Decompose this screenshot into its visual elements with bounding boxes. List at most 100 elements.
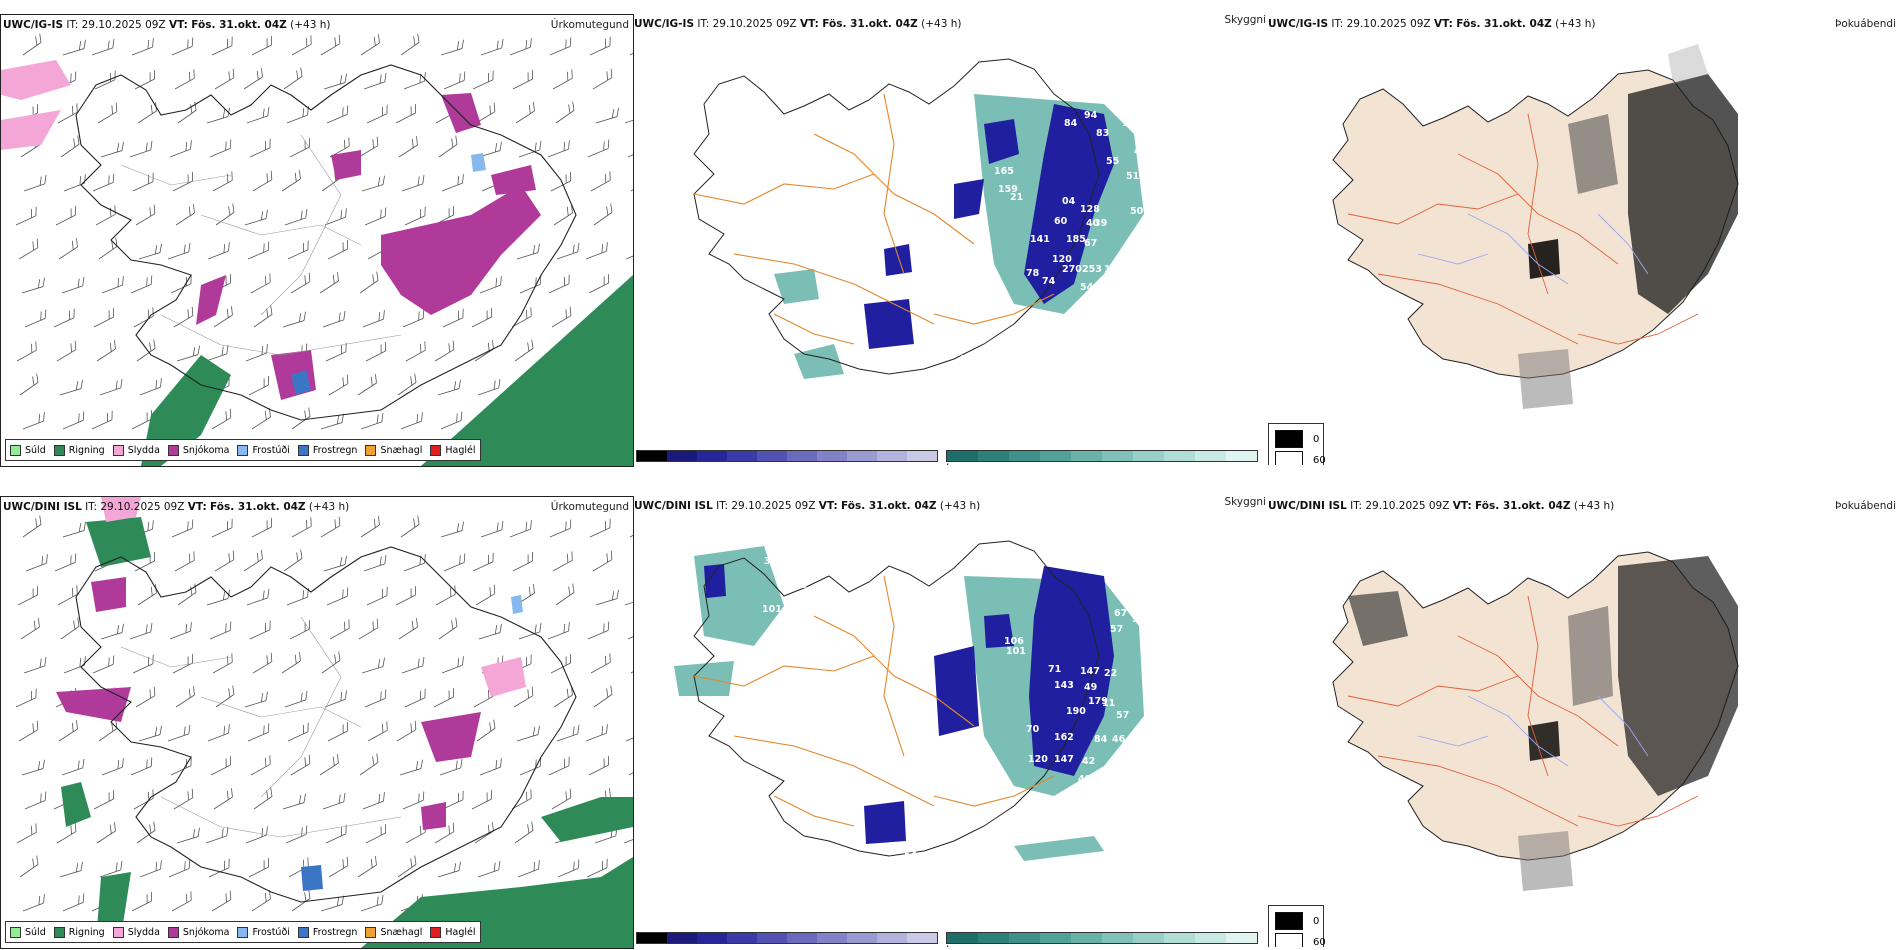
wind-barb — [509, 38, 532, 56]
wind-barb — [514, 339, 534, 362]
precip-area — [421, 802, 446, 830]
fog-black-label: 0 — [1313, 915, 1320, 927]
road-line — [883, 575, 905, 757]
wind-barb — [54, 553, 77, 572]
wind-barb — [590, 171, 611, 192]
precip-area — [56, 687, 131, 722]
precip-legend-label: Snjókoma — [182, 444, 230, 456]
precip-legend-swatch — [167, 444, 179, 456]
precip-legend: Súld Rigning Slydda Snjókoma Frostúði Frostre… — [5, 921, 481, 943]
wind-barb — [441, 656, 464, 674]
fog-area — [1528, 721, 1560, 761]
it-label: IT: — [66, 19, 79, 31]
cloudbase-area — [954, 179, 984, 219]
colorbar-tick: 6 — [1122, 945, 1130, 947]
vt-label: VT: — [799, 18, 819, 30]
colorbar-tick: 200 — [697, 945, 720, 947]
wind-barb — [362, 310, 385, 328]
wind-barb — [477, 378, 501, 396]
rivers — [1417, 213, 1649, 285]
wind-barb — [623, 834, 633, 844]
wind-barb — [53, 308, 75, 328]
panel-title: Úrkomutegund — [550, 501, 629, 513]
iceland-coastline — [75, 546, 577, 903]
wind-barb — [138, 243, 162, 260]
cloudbase-area — [984, 119, 1019, 164]
wind-barb — [99, 378, 123, 396]
cloudbase-number: 270 — [1062, 264, 1082, 275]
wind-barb — [319, 754, 339, 776]
wind-barb — [22, 515, 42, 538]
road-line — [933, 293, 1055, 325]
precip-legend-item: Snjókoma — [167, 926, 229, 938]
contour-line — [120, 164, 232, 186]
wind-barb — [175, 686, 195, 708]
wind-barb — [359, 271, 379, 294]
cloudbase-number: 84 — [1094, 734, 1108, 745]
wind-barb — [250, 273, 271, 294]
colorbar-tick: 200 — [697, 463, 720, 465]
colorbar-tick: 800 — [865, 463, 888, 465]
wind-barb — [550, 654, 572, 674]
precip-area — [481, 657, 526, 697]
panel-title: Þokuábendi — [1835, 18, 1896, 30]
wind-barb — [625, 732, 633, 742]
wind-barb — [24, 791, 47, 810]
wind-barb — [400, 412, 423, 430]
wind-barb — [592, 68, 613, 90]
valid-time: Fös. 31.okt. 04Z — [210, 501, 306, 513]
wind-barb — [135, 204, 156, 226]
cloudbase-number: 67 — [1114, 608, 1127, 619]
wind-barb — [590, 653, 611, 674]
wind-barb — [320, 516, 341, 538]
roads — [1347, 595, 1699, 827]
wind-barb — [95, 205, 116, 226]
wind-barb — [516, 243, 540, 260]
wind-barb — [589, 36, 611, 56]
cloudbase-colorbar: m 0 200 400 600 800 1000 — [636, 932, 947, 947]
colorbar-tick: 9 — [1212, 945, 1220, 947]
contour-line — [120, 646, 232, 668]
colorbar-tick: 2 — [1002, 945, 1010, 947]
colorbar-tick: 4 — [1062, 945, 1070, 947]
cloudbase-area — [1024, 104, 1114, 304]
wind-barb — [214, 68, 235, 90]
wind-barb — [437, 861, 461, 878]
wind-barb — [595, 589, 619, 606]
wind-barb — [476, 719, 496, 742]
wind-barb — [139, 378, 162, 396]
colorbar-swatch — [1133, 451, 1164, 461]
precip-legend-item: Frostúði — [237, 926, 290, 938]
precip-area — [421, 275, 633, 466]
wind-barb — [176, 345, 200, 362]
wind-barb — [362, 792, 385, 810]
wind-barb — [91, 410, 113, 430]
wind-barb — [360, 412, 384, 430]
wind-barb — [62, 521, 86, 538]
wind-barb — [363, 554, 387, 572]
wind-barb — [174, 69, 195, 90]
wind-barb — [366, 586, 388, 606]
wind-barb — [435, 585, 456, 606]
wind-barb — [401, 174, 425, 192]
wind-barb — [629, 526, 633, 538]
colorbar-swatch — [637, 451, 667, 461]
fog-area — [1568, 114, 1618, 194]
colorbar-tick: 7 — [1152, 463, 1160, 465]
contours — [120, 134, 402, 356]
wind-barb — [367, 721, 388, 742]
fog-black-label: 0 — [1313, 433, 1320, 445]
cloudbase-number: 25 — [1070, 814, 1083, 825]
wind-barb — [627, 629, 633, 640]
wind-barb — [62, 893, 85, 912]
contour-line — [160, 314, 402, 356]
colorbar-swatch — [1195, 933, 1226, 943]
colorbar-swatch — [1071, 933, 1102, 943]
cloudbase-number: 21 — [1010, 192, 1023, 203]
fog-map — [1332, 551, 1739, 891]
cloudbase-number: 190 — [1066, 706, 1086, 717]
cloudbase-unit: m — [636, 944, 648, 947]
cloudbase-areas — [704, 564, 1114, 844]
wind-barb — [479, 276, 502, 294]
